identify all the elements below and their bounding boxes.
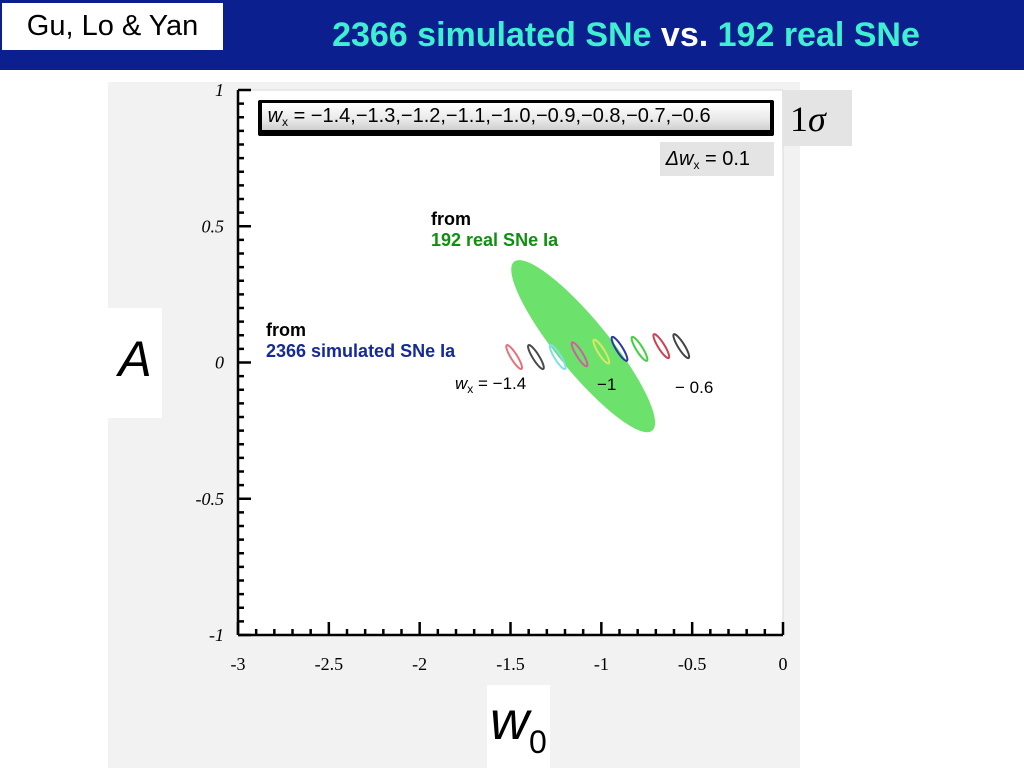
simulated-contour-wx [505, 344, 524, 371]
y-axis-label: A [118, 331, 152, 387]
x-tick-label: -3 [231, 654, 246, 674]
legend-sub: x [282, 115, 289, 129]
simulated-contour-wx [548, 344, 567, 371]
x-axis-label-box [487, 685, 550, 768]
legend-values: = −1.4,−1.3,−1.2,−1.1,−1.0,−0.9,−0.8,−0.… [288, 105, 711, 127]
author-label: Gu, Lo & Yan [2, 3, 223, 50]
real-annotation: from 192 real SNe Ia [431, 209, 558, 251]
sigma-num: 1 [790, 99, 808, 139]
title-vs: vs. [651, 16, 718, 54]
x-tick-label: -1 [594, 654, 609, 674]
wx-var: w [455, 374, 468, 393]
x-axis-sub: 0 [529, 724, 547, 760]
wx-sub: x [467, 382, 474, 396]
delta-w-box: Δwx = 0.1 [660, 142, 774, 176]
wx-value: = −1.4 [473, 374, 527, 393]
x-tick-label: -1.5 [496, 654, 525, 674]
y-tick-label: 0.5 [202, 216, 225, 236]
simulated-contour-wx [592, 338, 611, 365]
delta-w-sub: x [693, 158, 700, 172]
x-tick-label: -0.5 [678, 654, 707, 674]
x-tick-label: -2.5 [315, 654, 344, 674]
x-axis-var: w [490, 691, 529, 751]
y-tick-label: 0 [215, 353, 224, 373]
real-sne-contour [511, 260, 656, 433]
simulated-contour-wx [630, 335, 649, 362]
sigma-label: 1σ [790, 98, 826, 140]
mark-minus-one: −1 [597, 375, 617, 394]
legend-var: w [267, 105, 283, 127]
x-tick-label: 0 [779, 654, 788, 674]
delta-w-prefix: Δw [665, 148, 694, 170]
y-tick-label: 1 [215, 80, 224, 100]
simulated-contour-wx [652, 333, 671, 360]
title-simulated: 2366 simulated SNe [332, 16, 652, 54]
sim-label: 2366 simulated SNe Ia [266, 341, 456, 361]
real-from: from [431, 209, 471, 229]
wx-annotation: wx = −1.4 [455, 374, 526, 396]
chart-axes: -3 -2.5 -2 -1.5 -1 -0.5 0 1 0.5 0 -0.5 -1 [196, 80, 788, 674]
legend: wx = −1.4,−1.3,−1.2,−1.1,−1.0,−0.9,−0.8,… [262, 103, 770, 130]
sim-from: from [266, 320, 306, 340]
y-tick-label: -0.5 [196, 489, 225, 509]
mark-minus-point-six: − 0.6 [675, 378, 714, 397]
simulated-contour-wx [610, 335, 629, 362]
simulated-contour-wx [672, 333, 691, 360]
x-axis-label: w0 [490, 690, 547, 761]
simulated-contour-wx [570, 341, 589, 368]
plot-area [238, 90, 783, 635]
chart-marks [505, 260, 691, 433]
simulated-contour-wx [527, 344, 545, 371]
title-real: 192 real SNe [717, 16, 920, 54]
sigma-box [782, 90, 852, 146]
delta-w-value: = 0.1 [699, 148, 751, 170]
real-label: 192 real SNe Ia [431, 230, 559, 250]
sigma-symbol: σ [808, 99, 826, 139]
y-tick-label: -1 [209, 625, 224, 645]
x-tick-label: -2 [412, 654, 427, 674]
sim-annotation: from 2366 simulated SNe Ia [266, 320, 455, 362]
slide-title: 2366 simulated SNe vs. 192 real SNe [228, 0, 1024, 70]
y-axis-label-box [108, 308, 162, 418]
